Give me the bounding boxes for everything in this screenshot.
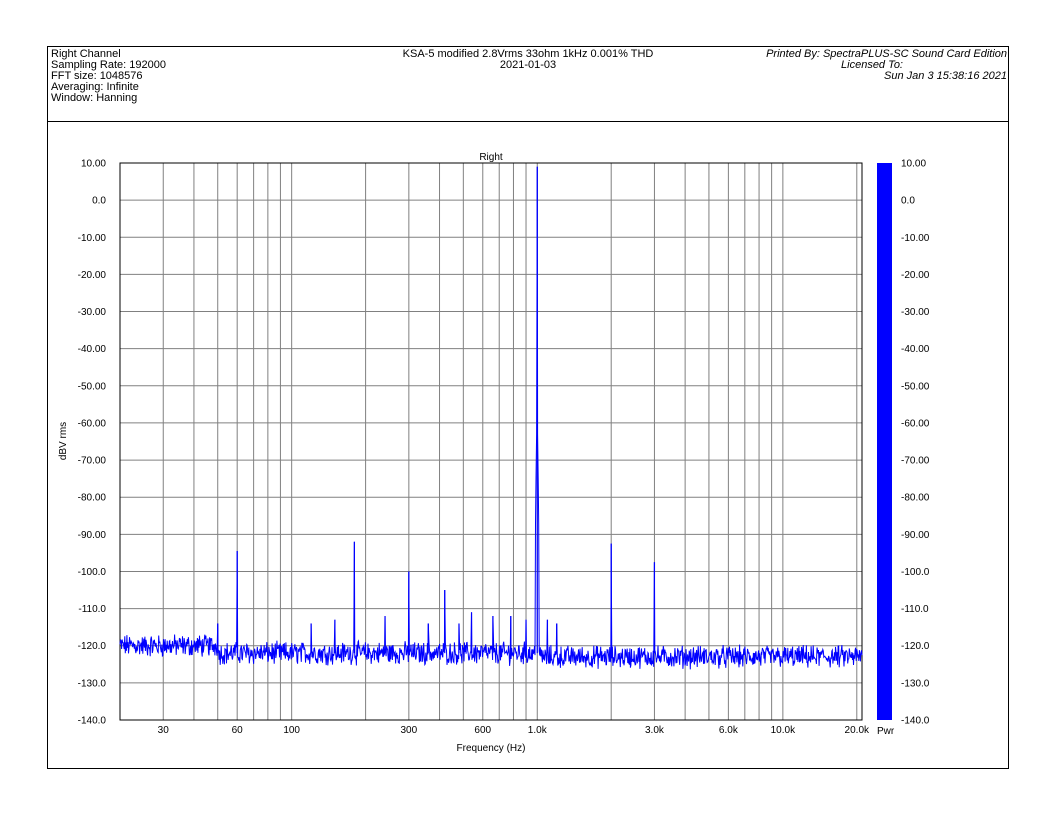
chart-description: KSA-5 modified 2.8Vrms 33ohm 1kHz 0.001%… (402, 48, 654, 60)
power-scale-tick-label: -50.00 (901, 381, 930, 392)
power-scale-tick-label: -20.00 (901, 270, 930, 281)
y-axis-tick-labels: 10.00 0.0 -10.00 -20.00 -30.00 -40.00 -50.00 -6… (78, 159, 107, 727)
y-tick-label: -80.00 (78, 493, 107, 504)
sampling-rate-label: Sampling Rate: 192000 (51, 59, 166, 71)
page-frame (47, 46, 1009, 769)
channel-label: Right Channel (51, 48, 121, 60)
power-scale-tick-label: -110.0 (901, 604, 929, 615)
window-label: Window: Hanning (51, 92, 138, 104)
power-scale-tick-label: -70.00 (901, 456, 930, 467)
plot-area-border (119, 162, 863, 721)
printed-by-label: Printed By: SpectraPLUS-SC Sound Card Ed… (766, 48, 1007, 60)
y-tick-label: -90.00 (78, 530, 107, 541)
power-scale-tick-label: -60.00 (901, 418, 930, 429)
fft-size-label: FFT size: 1048576 (51, 70, 143, 82)
y-tick-label: -130.0 (78, 678, 107, 689)
x-tick-label: 6.0k (719, 725, 739, 736)
y-tick-label: -50.00 (78, 381, 107, 392)
power-scale-tick-label: -140.0 (901, 716, 930, 727)
x-tick-label: 300 (401, 725, 418, 736)
spectrum-trace (119, 166, 863, 670)
x-tick-label: 60 (232, 725, 244, 736)
print-timestamp: Sun Jan 3 15:38:16 2021 (884, 70, 1007, 82)
power-scale-tick-label: -10.00 (901, 233, 930, 244)
power-scale-tick-label: -130.0 (901, 678, 930, 689)
y-tick-label: -140.0 (78, 716, 107, 727)
licensed-to-label: Licensed To: (841, 59, 903, 71)
y-tick-label: -40.00 (78, 344, 107, 355)
y-tick-label: -120.0 (78, 641, 107, 652)
y-axis-label: dBV rms (58, 422, 69, 460)
x-tick-label: 20.0k (845, 725, 870, 736)
power-scale-label: Pwr (877, 726, 895, 737)
power-scale-tick-label: -40.00 (901, 344, 930, 355)
x-tick-label: 100 (283, 725, 300, 736)
y-tick-label: -60.00 (78, 418, 107, 429)
x-tick-label: 3.0k (645, 725, 665, 736)
power-scale-tick-label: -30.00 (901, 307, 930, 318)
header-separator (47, 121, 1009, 122)
y-tick-label: -30.00 (78, 307, 107, 318)
power-scale-tick-label: 10.00 (901, 159, 926, 170)
power-scale-tick-label: -80.00 (901, 493, 930, 504)
spectrum-trace-group (119, 166, 863, 670)
x-tick-label: 30 (158, 725, 170, 736)
power-scale-tick-label: 0.0 (901, 196, 915, 207)
power-scale-tick-labels: 10.00 0.0 -10.00 -20.00 -30.00 -40.00 -50.00 -6… (901, 159, 930, 727)
y-tick-label: -20.00 (78, 270, 107, 281)
y-tick-label: -100.0 (78, 567, 107, 578)
y-tick-label: 10.00 (81, 159, 106, 170)
x-axis-label: Frequency (Hz) (457, 743, 526, 754)
averaging-label: Averaging: Infinite (51, 81, 139, 93)
power-scale-bar (877, 163, 892, 720)
y-tick-label: 0.0 (92, 196, 106, 207)
x-tick-label: 10.0k (771, 725, 796, 736)
x-axis-tick-labels: 30 60 100 300 600 1.0k 3.0k 6.0k 10.0k 20.0k (158, 725, 870, 736)
power-scale-tick-label: -100.0 (901, 567, 930, 578)
y-tick-label: -70.00 (78, 456, 107, 467)
y-tick-label: -110.0 (78, 604, 106, 615)
power-scale-tick-label: -120.0 (901, 641, 930, 652)
x-tick-label: 600 (474, 725, 491, 736)
x-tick-label: 1.0k (528, 725, 548, 736)
power-scale-tick-label: -90.00 (901, 530, 930, 541)
grid-lines (119, 162, 862, 721)
y-tick-label: -10.00 (78, 233, 107, 244)
chart-title: Right (479, 152, 503, 163)
chart-date: 2021-01-03 (499, 59, 557, 71)
